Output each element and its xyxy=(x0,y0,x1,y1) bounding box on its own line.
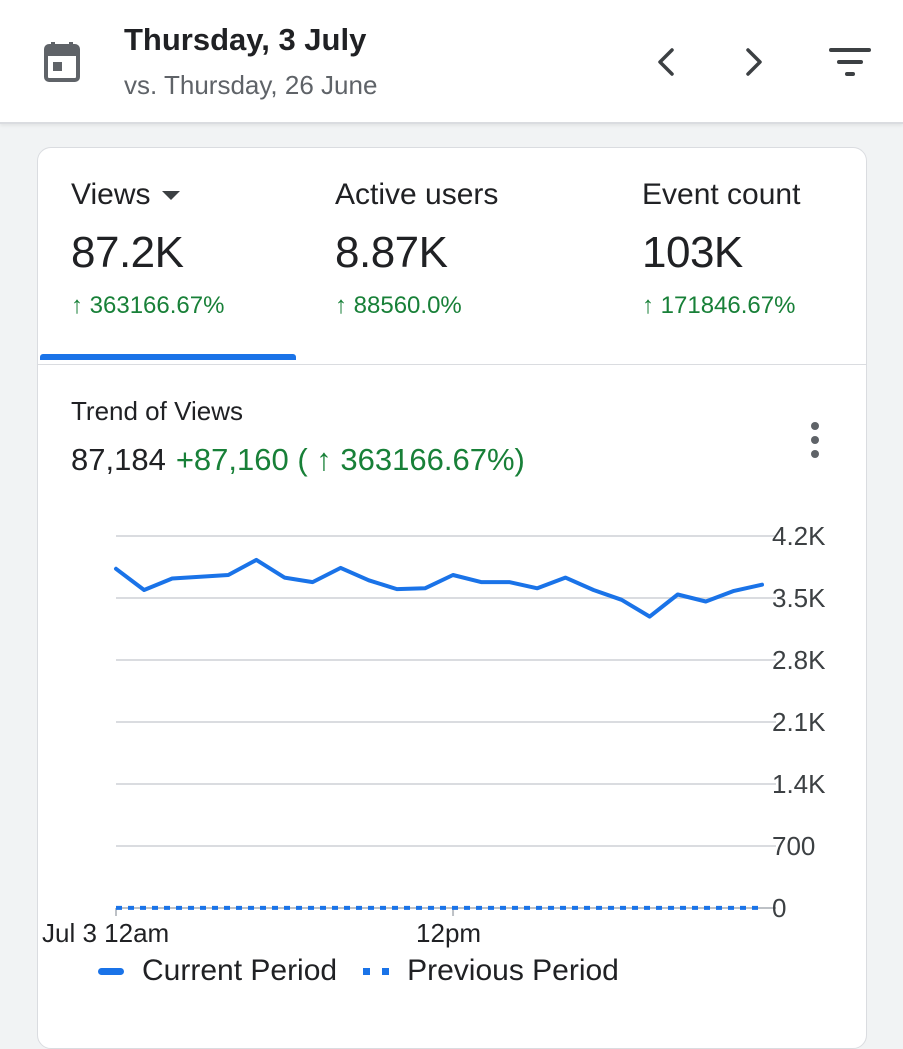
trend-title: Trend of Views xyxy=(71,396,243,426)
metric-event-count-change: ↑ 171846.67% xyxy=(642,292,796,319)
tab-divider xyxy=(38,364,866,365)
trend-delta: +87,160 ( ↑ 363166.67%) xyxy=(175,442,525,477)
y-tick-label: 700 xyxy=(772,831,815,861)
y-tick-label: 0 xyxy=(772,893,786,923)
views-trend-chart: 0 700 1.4K 2.1K 2.8K 3.5K 4.2K Jul 3 12am 12pm xyxy=(42,521,826,948)
metric-views-change: ↑ 363166.67% xyxy=(71,292,225,319)
metric-views-label-row: Views xyxy=(71,178,224,212)
metric-views-tab[interactable]: Views 87.2K ↑ 363166.67% xyxy=(71,178,224,320)
more-options-icon[interactable] xyxy=(800,418,830,462)
x-tick-label: Jul 3 12am xyxy=(42,918,169,948)
legend-current-label: Current Period xyxy=(142,954,338,987)
metric-active-users-tab[interactable]: Active users 8.87K ↑ 88560.0% xyxy=(335,178,498,320)
y-tick-label: 4.2K xyxy=(772,521,826,551)
next-date-button[interactable] xyxy=(732,40,776,84)
y-tick-label: 1.4K xyxy=(772,769,826,799)
date-header: Thursday, 3 July vs. Thursday, 26 June xyxy=(0,0,903,124)
metric-event-count-label: Event count xyxy=(642,178,801,211)
trend-total: 87,184 xyxy=(71,442,166,477)
metric-event-count-tab[interactable]: Event count 103K ↑ 171846.67% xyxy=(642,178,800,320)
y-tick-label: 2.1K xyxy=(772,707,826,737)
dropdown-caret-icon[interactable] xyxy=(162,190,181,200)
metric-views-value: 87.2K xyxy=(71,228,184,277)
y-tick-label: 3.5K xyxy=(772,583,826,613)
chevron-left-icon xyxy=(658,48,674,76)
filter-icon xyxy=(829,48,871,76)
metrics-card: Views 87.2K ↑ 363166.67% Active users 8.… xyxy=(37,147,867,1049)
legend-current-period[interactable]: Current Period xyxy=(98,954,337,988)
metric-event-count-value: 103K xyxy=(642,228,743,277)
comparison-date: vs. Thursday, 26 June xyxy=(124,70,378,100)
selected-tab-indicator xyxy=(40,354,296,360)
trend-summary: 87,184 +87,160 ( ↑ 363166.67%) xyxy=(71,442,525,478)
legend-solid-line-icon xyxy=(98,967,124,975)
calendar-icon[interactable] xyxy=(44,42,80,82)
chart-legend: Current Period Previous Period xyxy=(98,954,619,988)
metric-active-users-change: ↑ 88560.0% xyxy=(335,292,462,319)
legend-dashed-line-icon xyxy=(363,967,390,975)
y-tick-label: 2.8K xyxy=(772,645,826,675)
filter-button[interactable] xyxy=(828,40,872,84)
x-tick-label: 12pm xyxy=(416,918,481,948)
chevron-right-icon xyxy=(746,48,762,76)
previous-date-button[interactable] xyxy=(644,40,688,84)
legend-previous-label: Previous Period xyxy=(407,954,619,987)
metric-active-users-value: 8.87K xyxy=(335,228,448,277)
metric-active-users-label: Active users xyxy=(335,178,499,211)
current-period-line xyxy=(114,557,764,619)
legend-previous-period[interactable]: Previous Period xyxy=(363,954,619,988)
metric-views-label: Views xyxy=(71,178,151,211)
date-title[interactable]: Thursday, 3 July xyxy=(124,22,367,57)
